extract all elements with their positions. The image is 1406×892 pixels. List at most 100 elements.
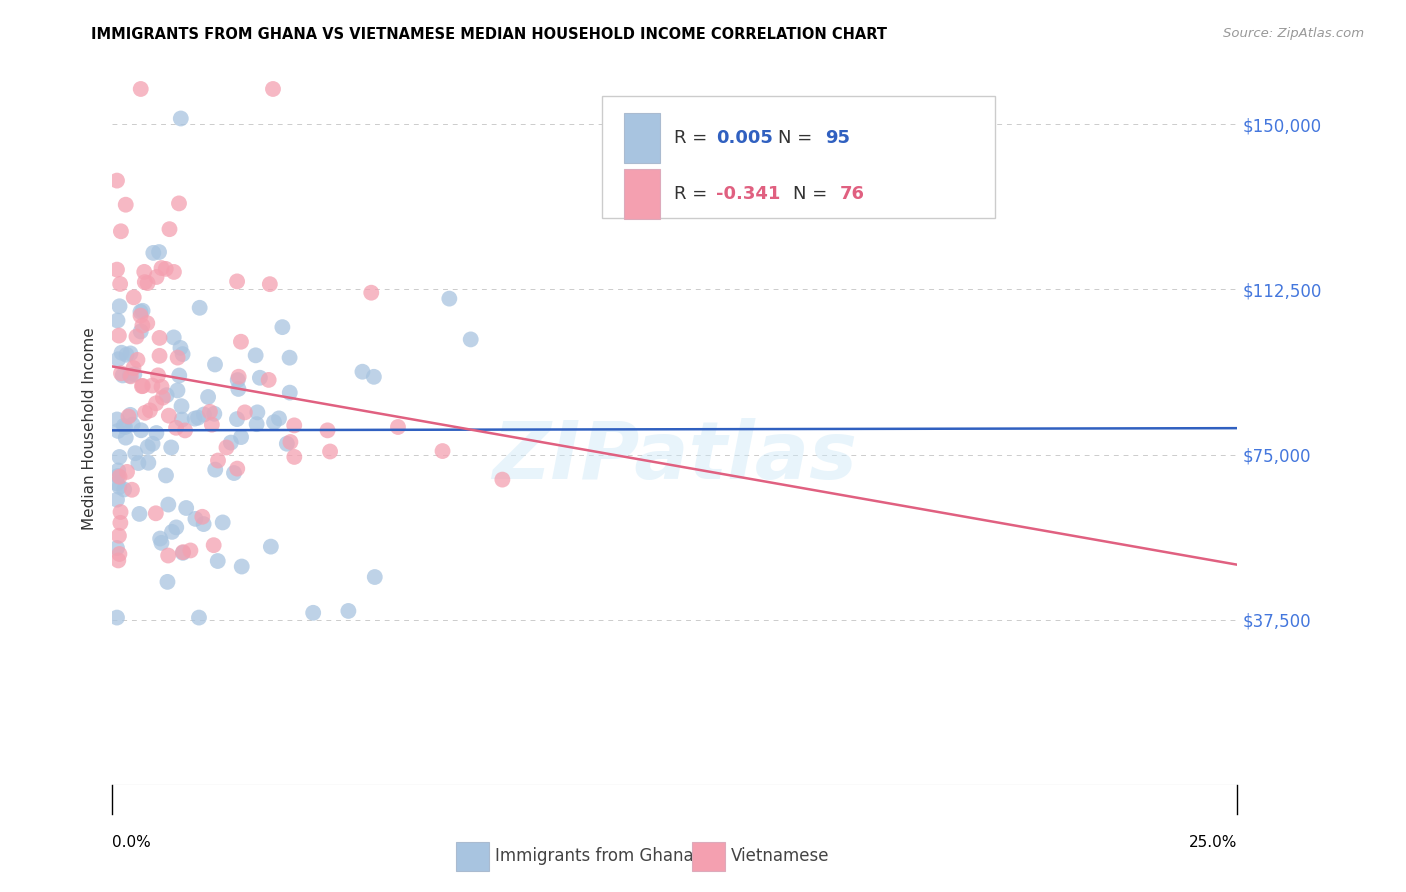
Text: Vietnamese: Vietnamese (731, 847, 830, 865)
FancyBboxPatch shape (692, 842, 725, 871)
Point (157, 409, 180, 423)
Point (207, 554, 229, 568)
Point (131, 303, 153, 318)
Point (110, 224, 132, 238)
Point (364, 570, 387, 584)
Point (166, 351, 188, 365)
Point (122, 361, 145, 376)
Point (125, 329, 148, 343)
Point (148, 349, 170, 363)
Point (157, 549, 180, 563)
Point (110, 516, 132, 530)
Point (121, 483, 143, 497)
Text: 25.0%: 25.0% (1189, 835, 1237, 850)
Point (204, 462, 226, 476)
FancyBboxPatch shape (456, 842, 489, 871)
Point (124, 368, 146, 382)
Point (169, 341, 191, 355)
Point (260, 540, 283, 554)
Point (155, 261, 177, 276)
Point (191, 509, 214, 524)
Text: 0.005: 0.005 (717, 128, 773, 146)
Point (207, 453, 229, 467)
Point (134, 265, 156, 279)
Point (150, 261, 173, 276)
FancyBboxPatch shape (624, 169, 661, 219)
Point (183, 411, 205, 425)
Point (118, 368, 141, 383)
Point (111, 368, 134, 383)
Point (134, 406, 156, 420)
Point (262, 82, 284, 96)
Point (139, 403, 162, 417)
Point (170, 112, 193, 126)
Text: Source: ZipAtlas.com: Source: ZipAtlas.com (1223, 27, 1364, 40)
Point (157, 498, 180, 512)
Point (114, 431, 136, 445)
Point (107, 469, 129, 483)
Point (120, 408, 142, 422)
Point (148, 245, 170, 260)
Point (108, 469, 131, 483)
Point (201, 417, 224, 432)
Point (110, 505, 132, 519)
Point (148, 331, 170, 345)
Point (337, 604, 360, 618)
Point (128, 507, 150, 521)
Point (142, 246, 165, 260)
Point (187, 410, 209, 425)
Point (226, 412, 249, 426)
Point (105, 173, 128, 187)
Point (108, 277, 131, 291)
Point (222, 466, 245, 480)
Point (108, 299, 131, 313)
Point (129, 305, 152, 319)
Point (127, 352, 149, 367)
FancyBboxPatch shape (624, 112, 661, 162)
Point (150, 380, 173, 394)
Point (110, 345, 132, 359)
Point (246, 417, 269, 431)
Point (108, 480, 131, 494)
Point (491, 473, 513, 487)
Point (245, 348, 267, 362)
Point (352, 365, 374, 379)
Point (278, 351, 301, 365)
Point (202, 538, 225, 552)
Point (112, 483, 135, 497)
Point (108, 529, 131, 543)
Point (131, 379, 153, 393)
Point (105, 610, 128, 624)
Point (198, 405, 221, 419)
Point (107, 553, 129, 567)
Point (193, 408, 215, 422)
Point (172, 546, 194, 560)
Point (120, 369, 142, 384)
Point (165, 520, 187, 534)
Point (233, 405, 256, 419)
Point (267, 411, 290, 425)
Point (132, 379, 155, 393)
Text: 0.0%: 0.0% (112, 835, 152, 850)
Point (149, 532, 172, 546)
Point (174, 424, 197, 438)
Point (460, 333, 482, 347)
Point (136, 276, 159, 290)
Point (439, 292, 461, 306)
Point (283, 450, 305, 464)
Point (226, 274, 249, 288)
Point (166, 384, 188, 398)
Point (129, 423, 152, 437)
Point (204, 358, 226, 372)
Point (179, 543, 201, 558)
Point (163, 265, 186, 279)
Point (202, 407, 225, 421)
Point (134, 275, 156, 289)
Point (170, 412, 193, 426)
Text: N =: N = (779, 128, 818, 146)
Point (360, 285, 382, 300)
Point (215, 441, 238, 455)
Point (165, 421, 187, 435)
Point (167, 368, 190, 383)
Point (278, 385, 301, 400)
